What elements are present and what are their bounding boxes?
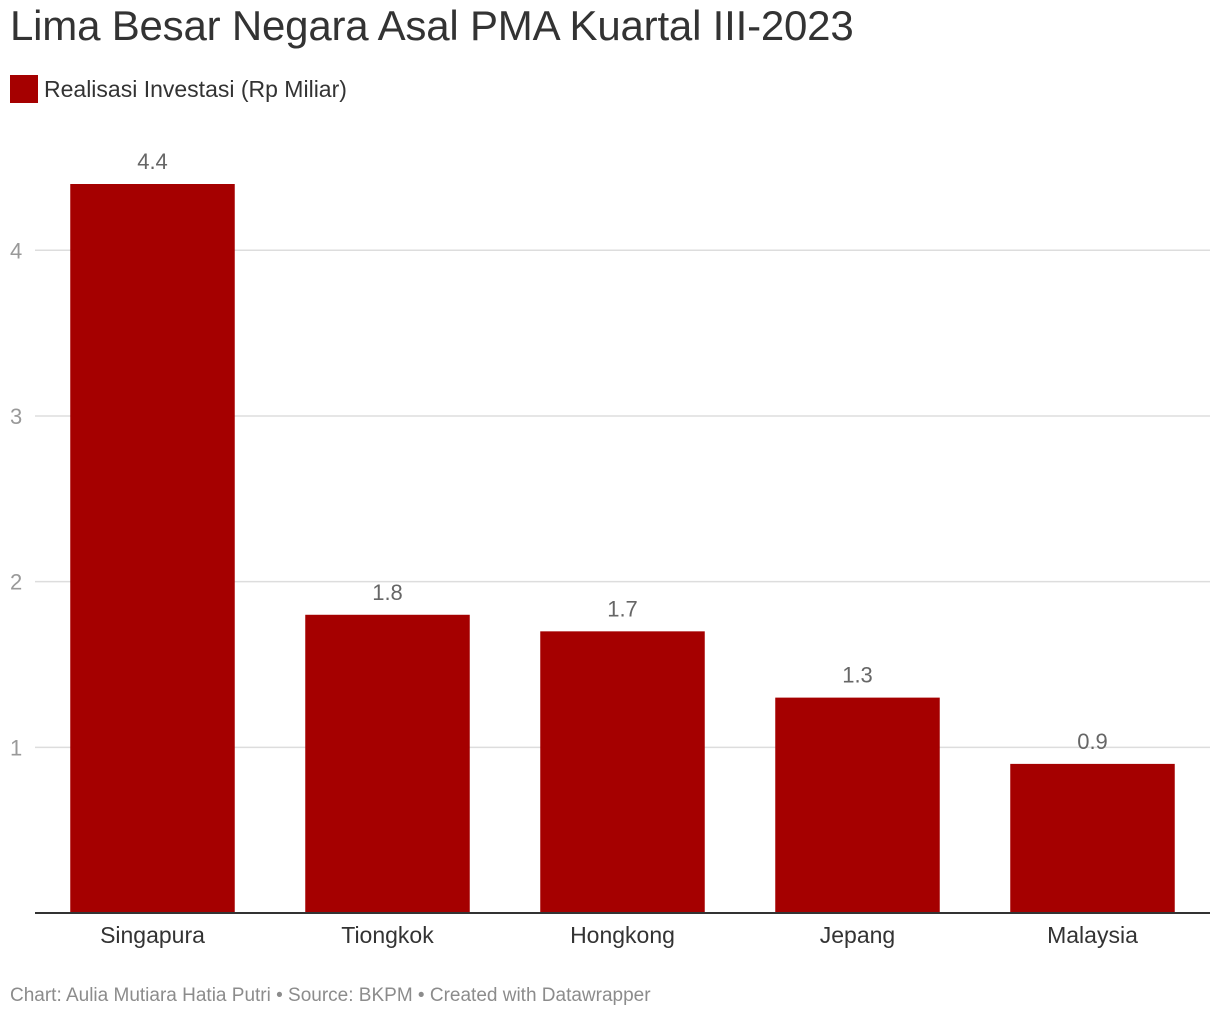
y-tick-label: 4: [10, 238, 22, 263]
bar-layer: [70, 184, 1175, 913]
y-tick-label: 3: [10, 404, 22, 429]
y-tick-label: 1: [10, 735, 22, 760]
label-layer: 1 2 3 4 4.4 Singapura 1.8 Tiongkok 1.7 Hongkong 1.…: [10, 149, 1138, 948]
bar: [70, 184, 235, 913]
bar: [1010, 763, 1175, 913]
bar-value-label: 1.8: [372, 580, 403, 605]
legend-swatch: [10, 75, 38, 103]
legend: Realisasi Investasi (Rp Miliar): [10, 74, 347, 104]
bar: [775, 697, 940, 913]
x-category-label: Singapura: [100, 922, 205, 948]
bar-value-label: 1.3: [842, 663, 873, 688]
legend-label: Realisasi Investasi (Rp Miliar): [44, 75, 347, 102]
chart-title: Lima Besar Negara Asal PMA Kuartal III-2…: [10, 2, 854, 49]
footer-credits: Chart: Aulia Mutiara Hatia Putri • Sourc…: [10, 985, 651, 1006]
bar-value-label: 4.4: [137, 149, 168, 174]
bar-value-label: 0.9: [1077, 729, 1108, 754]
x-category-label: Hongkong: [570, 922, 675, 948]
bar-value-label: 1.7: [607, 596, 638, 621]
x-category-label: Jepang: [820, 922, 895, 948]
bar: [540, 631, 705, 913]
x-category-label: Tiongkok: [341, 922, 434, 948]
x-category-label: Malaysia: [1047, 922, 1138, 948]
bar: [305, 614, 470, 913]
y-tick-label: 2: [10, 570, 22, 595]
